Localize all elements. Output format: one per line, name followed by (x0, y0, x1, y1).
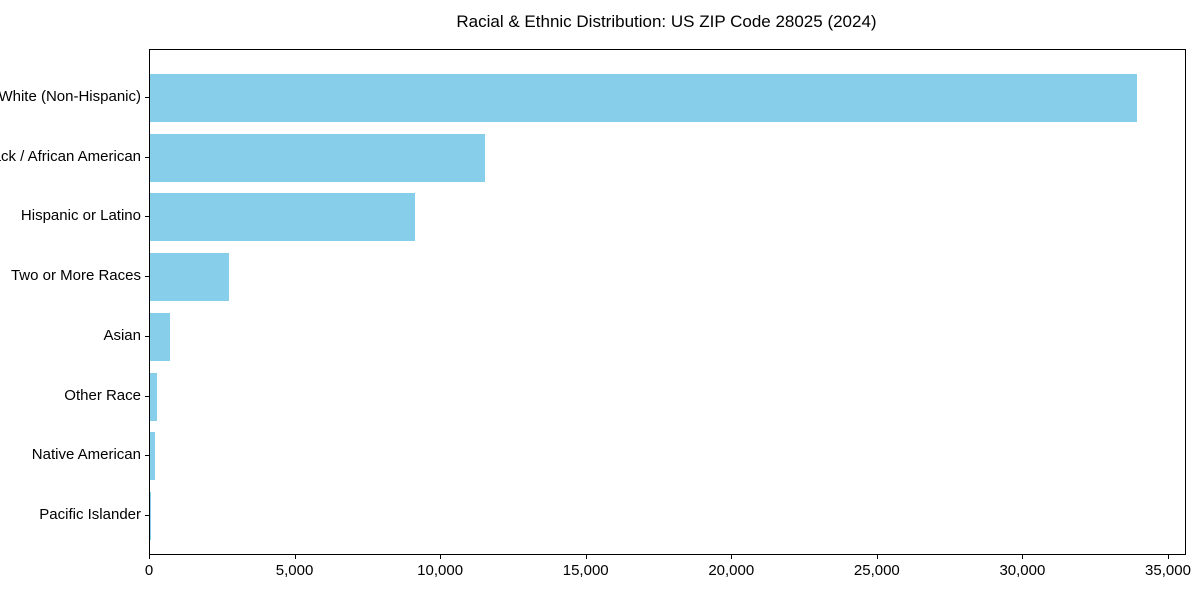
bar-hispanic-or-latino (150, 193, 415, 242)
y-axis-label: Black / African American (0, 147, 141, 165)
y-tick-mark (145, 97, 149, 98)
y-tick-mark (145, 455, 149, 457)
y-tick-mark (145, 276, 149, 278)
x-tick-mark (731, 555, 733, 559)
y-axis-label: White (Non-Hispanic) (0, 88, 141, 105)
x-tick-label: 10,000 (417, 562, 464, 579)
x-tick-label: 0 (144, 562, 154, 579)
y-axis-label: Pacific Islander (39, 505, 141, 523)
y-tick-mark (145, 216, 149, 218)
plot-area (149, 49, 1186, 555)
y-axis-label: Hispanic or Latino (20, 207, 141, 225)
bar-asian (150, 312, 171, 361)
x-tick-mark (876, 555, 878, 559)
x-tick-mark (1022, 555, 1024, 559)
x-tick-label: 15,000 (562, 562, 609, 579)
bar-native-american (150, 432, 155, 481)
x-tick-mark (294, 555, 296, 559)
y-tick-mark (145, 156, 149, 158)
bar-pacific-islander (150, 491, 151, 540)
y-tick-mark (145, 514, 149, 516)
bar-other-race (150, 372, 157, 421)
x-tick-label: 5,000 (275, 562, 314, 579)
x-tick-mark (585, 555, 587, 559)
bar-black-african-american (150, 133, 485, 182)
y-axis-label: Asian (103, 326, 141, 344)
x-tick-label: 25,000 (853, 562, 900, 579)
y-tick-mark (145, 395, 149, 397)
bar-two-or-more-races (150, 253, 229, 302)
y-axis-label: Two or More Races (10, 267, 141, 285)
bar-white-non-hispanic (150, 74, 1137, 122)
x-tick-label: 30,000 (999, 562, 1046, 579)
chart-title: Racial & Ethnic Distribution: US ZIP Cod… (456, 12, 877, 31)
x-tick-mark (1167, 555, 1169, 559)
x-tick-label: 20,000 (708, 562, 755, 579)
x-tick-mark (149, 555, 150, 559)
y-axis-label: Native American (31, 446, 141, 464)
y-tick-mark (145, 335, 149, 337)
y-axis-label: Other Race (64, 386, 141, 404)
x-tick-label: 35,000 (1145, 562, 1191, 579)
x-tick-mark (440, 555, 442, 559)
